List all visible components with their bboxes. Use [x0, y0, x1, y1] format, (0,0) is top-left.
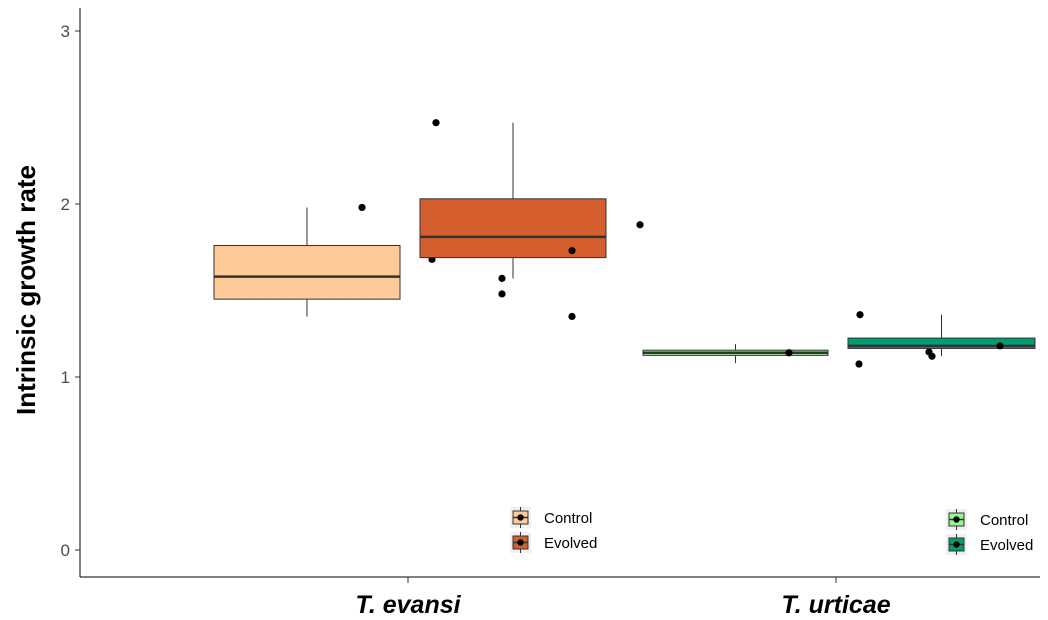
box [847, 337, 1036, 349]
data-point [498, 290, 506, 298]
panel-label: T. evansi [355, 591, 461, 619]
box-group-control [213, 203, 576, 321]
y-tick-label: 3 [61, 22, 70, 41]
panel-t-evansi: T. evansi Control Evolved [80, 119, 644, 619]
legend-key-point [517, 514, 524, 521]
data-point [785, 349, 793, 357]
legend: Control Evolved [510, 507, 597, 553]
box-group-evolved [419, 119, 644, 282]
data-point [568, 247, 576, 255]
box [419, 198, 607, 259]
axes: 0 1 2 3 [61, 8, 81, 577]
legend: Control Evolved [946, 509, 1033, 555]
box [213, 245, 401, 300]
y-tick-label: 1 [61, 368, 70, 387]
legend-label: Control [980, 512, 1028, 529]
panel-label: T. urticae [781, 591, 890, 619]
y-axis-title: Intrinsic growth rate [11, 165, 41, 415]
data-point [498, 274, 506, 282]
panel-t-urticae: T. urticae Control Evolved [612, 311, 1040, 619]
legend-label: Evolved [980, 537, 1033, 554]
legend-label: Evolved [544, 535, 597, 552]
legend-key-point [953, 516, 960, 523]
legend-label: Control [544, 510, 592, 527]
panels: T. evansi Control Evolved T. urticae Control… [80, 119, 1040, 619]
y-tick-label: 2 [61, 195, 70, 214]
data-point [996, 342, 1004, 350]
data-point [568, 312, 576, 321]
legend-key-point [953, 541, 960, 548]
y-tick-label: 0 [61, 541, 70, 560]
legend-key-point [517, 539, 524, 546]
data-point [432, 119, 440, 127]
data-point [358, 203, 366, 212]
data-point [856, 311, 864, 319]
data-point [928, 352, 936, 360]
box-group-evolved [847, 311, 1036, 360]
data-point [636, 221, 644, 229]
data-point [855, 360, 863, 368]
